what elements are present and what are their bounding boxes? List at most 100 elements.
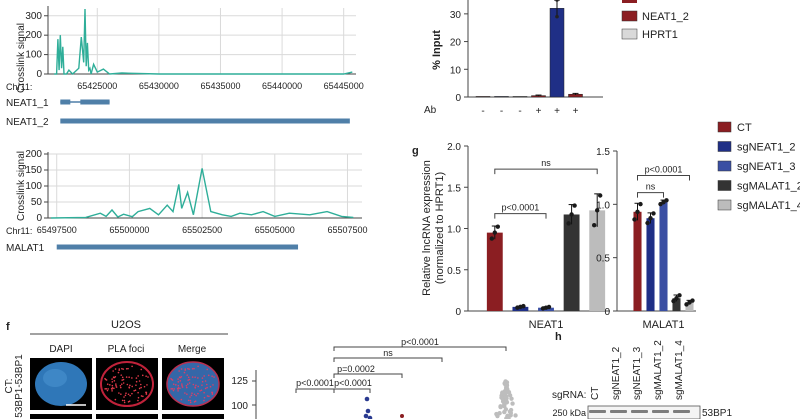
pla-focus (111, 384, 114, 387)
g-sig-bracket (494, 168, 598, 175)
pla-point (508, 410, 514, 416)
pla-focus (112, 370, 114, 372)
tk2-ytick-label: 100 (25, 181, 42, 192)
merge-focus (197, 392, 199, 395)
gene-bar (56, 244, 299, 250)
merge-focus (204, 387, 207, 390)
pla-focus (123, 396, 125, 398)
merge-focus (207, 374, 210, 377)
tk1-xtick-label: 65435000 (200, 81, 240, 91)
tk1-xtick-label: 65445000 (324, 81, 364, 91)
pla-focus (137, 399, 139, 402)
merge-focus (203, 396, 206, 399)
merge-focus (206, 395, 209, 397)
g-ytick-label: 0.5 (596, 254, 610, 265)
pla-title: U2OS (111, 319, 141, 331)
merge-image-row2 (162, 414, 224, 419)
pla-focus (143, 385, 146, 388)
pla-ytick-125: 125 (231, 376, 248, 387)
pla-point (507, 393, 513, 398)
merge-focus (197, 365, 199, 368)
g-point (671, 298, 676, 304)
g-legend-label: CT (737, 122, 752, 134)
merge-focus (177, 388, 179, 390)
g-bar-sgMALAT1_2 (672, 298, 681, 311)
pla-focus (111, 387, 114, 389)
merge-focus (209, 385, 212, 388)
pla-focus (123, 399, 126, 402)
pla-point (365, 408, 371, 414)
g-point (569, 212, 574, 217)
pla-point (509, 396, 514, 401)
blot-band (631, 410, 648, 413)
merge-focus (172, 383, 175, 386)
pla-focus (119, 386, 122, 389)
pla-point (502, 402, 507, 407)
pla-focus (115, 386, 118, 388)
pla-focus (135, 377, 138, 379)
gene-label: NEAT1_2 (6, 117, 49, 128)
rip-legend-swatch-neat1 (621, 10, 638, 22)
lncrna-expression-panel: g Relative lncRNA expression (normalized… (412, 121, 800, 331)
g-point (648, 216, 653, 221)
merge-focus (185, 386, 188, 389)
pla-focus (111, 388, 113, 390)
merge-focus (201, 384, 203, 386)
pla-focus (104, 377, 106, 380)
merge-focus (208, 395, 210, 398)
pla-focus (123, 401, 126, 404)
merge-focus (211, 391, 213, 394)
tk1-xtick-label: 65425000 (77, 81, 117, 91)
g-bar-CT (486, 232, 503, 311)
merge-focus (197, 385, 200, 388)
g-point (638, 201, 643, 207)
pla-point (502, 391, 507, 396)
rip-ylabel: % Input (431, 30, 443, 70)
tk2-ytick-label: 0 (36, 213, 42, 224)
g-ytick-label: 1.0 (596, 200, 610, 211)
rip-ab-mark: - (500, 106, 503, 117)
merge-focus (203, 399, 205, 402)
merge-focus (178, 376, 181, 379)
merge-focus (201, 377, 204, 379)
g-legend-label: sgNEAT1_2 (737, 142, 796, 154)
pla-point (367, 415, 373, 419)
pla-panel: f U2OS DAPI PLA foci Merge CT: 53BP1-53B… (4, 319, 228, 419)
pla-annot-5: p<0.0001 (334, 378, 372, 388)
pla-focus (140, 386, 142, 389)
blot-band (589, 410, 606, 413)
pla-focus (146, 384, 148, 386)
rip-ytick-label: 10 (450, 65, 462, 76)
pla-bracket-4 (295, 388, 335, 393)
g-point (595, 208, 600, 213)
merge-focus (197, 377, 199, 379)
merge-focus (187, 379, 189, 381)
neat1-track-ylabel: Crosslink signal (16, 23, 27, 93)
merge-focus (184, 392, 186, 394)
merge-focus (193, 367, 195, 370)
merge-focus (180, 375, 183, 378)
pla-focus (145, 375, 147, 377)
g-bar-sgNEAT1_2 (646, 218, 655, 311)
g-ytick-label: 1.0 (447, 225, 461, 236)
pla-point (506, 416, 511, 419)
merge-focus (195, 394, 197, 397)
g-legend-label: sgNEAT1_3 (737, 161, 796, 173)
merge-focus (172, 389, 175, 392)
merge-focus (175, 384, 177, 386)
g-ytick-label: 2.0 (447, 142, 461, 153)
g-sig-label: ns (646, 182, 656, 192)
g-legend-swatch (717, 141, 732, 152)
g-point (674, 296, 679, 301)
merge-focus (188, 368, 191, 370)
pla-focus (126, 383, 129, 386)
g-sig-bracket (637, 192, 664, 198)
merge-focus (190, 394, 193, 397)
neat1-signal-line (54, 8, 353, 75)
tk2-xtick-label: 65497500 (37, 225, 77, 235)
pla-focus (129, 394, 131, 397)
pla-focus (120, 393, 122, 395)
pla-focus (118, 368, 121, 370)
panel-f-letter: f (6, 321, 10, 333)
rip-legend-swatch-cut (622, 0, 637, 3)
